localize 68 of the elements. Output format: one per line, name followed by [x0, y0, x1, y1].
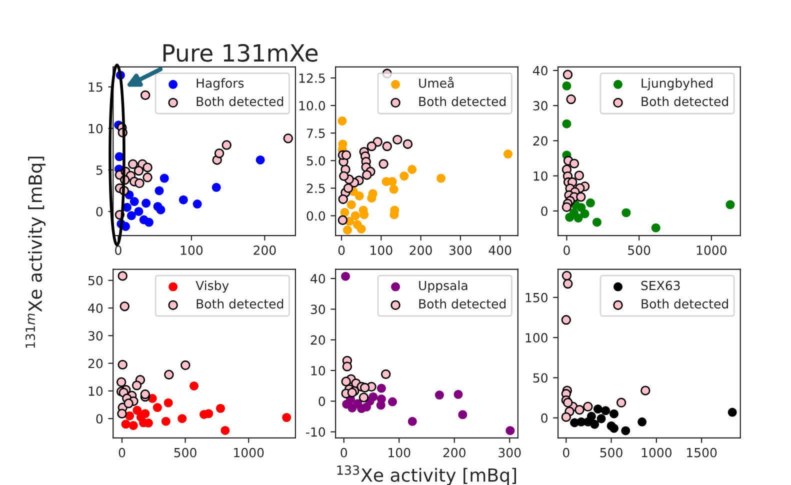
x-axis-title: $^{133}$Xe activity [mBq] — [337, 465, 516, 485]
y-tick-label: 40 — [88, 303, 103, 313]
x-tick-label: 500 — [174, 448, 196, 458]
y-tick-label: 50 — [533, 373, 548, 383]
legend-label: Both detected — [419, 298, 506, 309]
x-tick-label: 200 — [443, 448, 466, 458]
legend-label: Both detected — [196, 298, 284, 309]
legend-label: Both detected — [642, 298, 728, 309]
y-tick-label: 0 — [541, 206, 548, 216]
x-tick-label: 1500 — [687, 448, 717, 458]
text: Pure 131mXe — [163, 44, 318, 62]
y-tick-label: 2.5 — [306, 184, 325, 194]
y-tick-label: 10 — [88, 386, 103, 396]
y-tick-label: 40 — [310, 274, 326, 284]
x-tick-label: 0 — [564, 246, 570, 255]
y-tick-label: 0 — [96, 414, 103, 424]
legend-label: Hagfors — [196, 78, 244, 90]
y-tick-label: 12.5 — [299, 73, 325, 83]
legend-label: Umeå — [419, 76, 454, 88]
y-tick-label: 5 — [96, 166, 102, 175]
y-tick-label: 10.0 — [299, 100, 326, 110]
y-tick-label: 10 — [534, 171, 548, 181]
y-tick-label: 20 — [310, 335, 326, 345]
y-tick-label: 10 — [311, 366, 326, 376]
x-tick-label: 200 — [410, 246, 432, 255]
y-tick-label: 50 — [88, 276, 103, 286]
x-tick-label: 0 — [340, 448, 348, 458]
y-axis-title: $^{131m}$Xe activity [mBq] — [25, 156, 46, 348]
x-tick-label: 0 — [115, 246, 122, 255]
legend-label: Both detected — [196, 96, 284, 106]
x-tick-label: 1000 — [696, 246, 727, 255]
x-tick-label: 400 — [488, 246, 512, 255]
y-tick-label: 30 — [310, 304, 326, 314]
legend-label: Ljungbyhed — [642, 78, 712, 90]
y-tick-label: -10 — [306, 427, 326, 437]
x-tick-label: 1000 — [234, 448, 264, 458]
x-tick-label: 300 — [449, 246, 472, 255]
legend-label: Uppsala — [419, 280, 468, 293]
x-tick-label: 0 — [338, 246, 345, 255]
x-tick-label: 300 — [498, 448, 521, 458]
x-tick-label: 500 — [628, 246, 650, 255]
legend-label: Both detected — [419, 96, 506, 106]
y-tick-label: 40 — [533, 66, 548, 76]
y-tick-label: 20 — [88, 358, 103, 368]
y-tick-label: 0.0 — [306, 211, 326, 221]
x-tick-label: 1000 — [642, 448, 672, 458]
x-tick-label: 0 — [118, 448, 126, 458]
y-tick-label: 10 — [88, 124, 103, 134]
x-tick-label: 0 — [563, 448, 570, 458]
x-tick-label: 200 — [254, 246, 276, 255]
y-tick-label: 5.0 — [306, 156, 326, 166]
x-tick-label: 100 — [388, 448, 410, 458]
legend-label: Visby — [196, 280, 229, 293]
legend-label: Both detected — [642, 96, 728, 106]
y-tick-label: 20 — [533, 136, 548, 146]
x-tick-label: 100 — [370, 246, 392, 255]
y-tick-label: 100 — [526, 333, 548, 342]
y-tick-label: 30 — [533, 101, 548, 111]
x-tick-label: 100 — [180, 246, 203, 255]
y-tick-label: 0 — [541, 413, 548, 423]
y-tick-label: 0 — [318, 396, 326, 406]
y-tick-label: 7.5 — [306, 128, 325, 138]
y-tick-label: 30 — [88, 331, 103, 341]
legend-label: SEX63 — [641, 280, 680, 290]
y-tick-label: 0 — [96, 206, 103, 216]
x-tick-label: 500 — [600, 448, 622, 458]
y-tick-label: 15 — [88, 82, 102, 92]
y-tick-label: 150 — [526, 292, 548, 302]
